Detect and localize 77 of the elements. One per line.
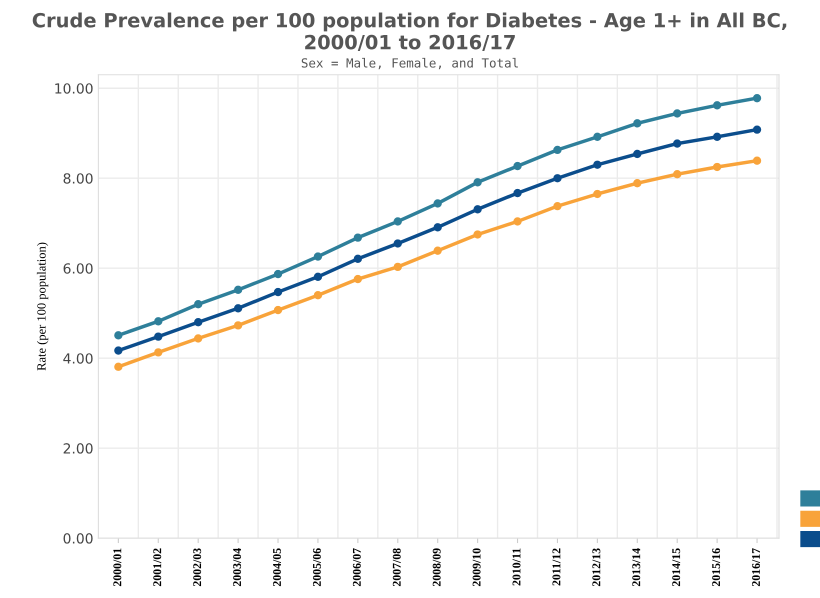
- point: [114, 362, 123, 371]
- point: [473, 178, 482, 186]
- x-tick-label: 2013/14: [632, 548, 640, 586]
- y-tick-label: 2.00: [64, 443, 93, 454]
- x-tick-label: 2012/13: [592, 548, 600, 586]
- x-tick-label: 2002/03: [193, 548, 202, 586]
- point: [434, 199, 442, 208]
- point: [673, 139, 682, 148]
- x-tick-label: 2014/15: [672, 548, 680, 586]
- point: [274, 270, 282, 278]
- y-tick-label: 4.00: [63, 353, 93, 364]
- y-axis-title: Rate (per 100 population): [36, 242, 48, 371]
- point: [394, 262, 402, 272]
- x-tick-label: 2008/09: [432, 548, 441, 586]
- x-tick-label: 2001/02: [153, 548, 162, 586]
- point: [752, 125, 762, 134]
- point: [354, 233, 362, 242]
- point: [553, 202, 562, 210]
- x-tick-label: 2016/17: [752, 548, 760, 586]
- point: [234, 304, 242, 312]
- point: [114, 331, 123, 340]
- x-tick-label: 2009/10: [472, 548, 481, 586]
- point: [712, 132, 722, 142]
- point: [752, 94, 762, 102]
- point: [473, 205, 482, 214]
- point: [593, 160, 602, 169]
- x-tick-label: 2010/11: [512, 548, 520, 586]
- point: [114, 346, 123, 355]
- x-tick-label: 2000/01: [113, 548, 122, 586]
- point: [234, 321, 242, 330]
- point: [712, 162, 722, 172]
- point: [154, 332, 162, 341]
- chart-title: Crude Prevalence per 100 population for Diabetes - Age 1+ in All BC, 2000/01 to 2016/17: [32, 12, 786, 52]
- point: [593, 190, 602, 198]
- point: [513, 188, 522, 198]
- chart-subtitle: Sex = Male, Female, and Total: [302, 58, 518, 70]
- x-tick-label: 2007/08: [392, 548, 401, 586]
- point: [473, 230, 482, 239]
- point: [194, 300, 202, 308]
- point: [633, 119, 642, 128]
- point: [633, 179, 642, 188]
- y-tick-label: 0.00: [64, 533, 93, 544]
- point: [394, 239, 402, 248]
- x-tick-label: 2003/04: [233, 548, 242, 586]
- point: [234, 286, 242, 294]
- point: [154, 317, 162, 326]
- point: [394, 217, 402, 226]
- point: [513, 217, 522, 226]
- point: [354, 274, 362, 284]
- point: [314, 291, 322, 300]
- x-tick-label: 2006/07: [352, 548, 361, 586]
- y-tick-label: 6.00: [64, 263, 93, 274]
- point: [752, 156, 762, 165]
- point: [194, 318, 202, 326]
- point: [274, 306, 282, 314]
- point: [434, 223, 442, 232]
- point: [354, 254, 362, 263]
- point: [712, 101, 722, 110]
- x-tick-label: 2005/06: [312, 548, 321, 586]
- point: [274, 288, 282, 296]
- x-tick-label: 2011/12: [552, 548, 560, 586]
- point: [553, 174, 562, 182]
- point: [673, 109, 682, 118]
- x-tick-label: 2015/16: [712, 548, 720, 586]
- point: [673, 170, 682, 178]
- y-tick-label: 8.00: [64, 173, 93, 184]
- point: [314, 252, 322, 261]
- x-tick-label: 2004/05: [273, 548, 281, 586]
- point: [633, 150, 642, 158]
- point: [593, 132, 602, 142]
- point: [314, 272, 322, 281]
- point: [434, 246, 442, 255]
- point: [194, 334, 202, 343]
- point: [553, 146, 562, 154]
- point: [154, 348, 162, 357]
- y-tick-label: 10.00: [55, 83, 93, 94]
- point: [513, 162, 522, 170]
